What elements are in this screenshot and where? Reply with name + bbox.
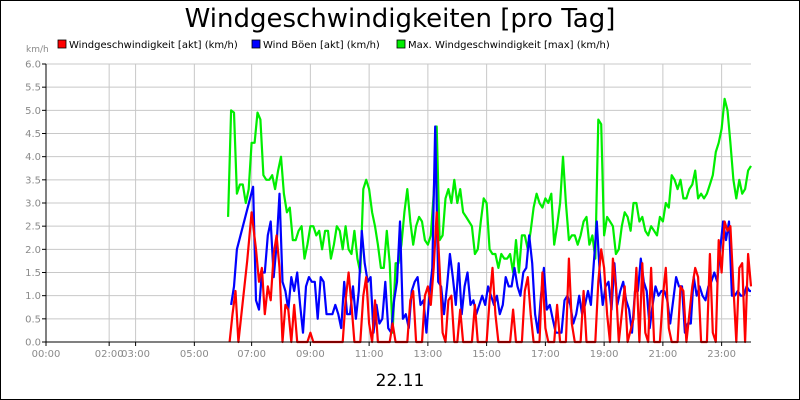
y-tick-label: 0.5 xyxy=(25,314,41,325)
y-axis-unit-label: km/h xyxy=(26,45,49,55)
series-line-0 xyxy=(228,211,753,344)
grid-lines xyxy=(45,63,751,343)
x-tick-label: 19:00 xyxy=(590,349,619,360)
y-axis-ticks: 0.0 0.5 1.0 1.5 2.0 2.5 3.0 3.5 4.0 4.5 5.0 5.5 6.0 xyxy=(25,60,46,349)
legend-swatch xyxy=(57,39,67,49)
date-label: 22.11 xyxy=(376,371,425,391)
x-tick-label: 17:00 xyxy=(531,349,560,360)
y-tick-label: 4.5 xyxy=(25,129,41,140)
x-tick-label: 03:00 xyxy=(121,349,150,360)
x-tick-label: 02:00 xyxy=(95,349,124,360)
y-tick-label: 1.0 xyxy=(25,291,41,302)
x-tick-label: 07:00 xyxy=(237,349,266,360)
legend-item-2: Max. Windgeschwindigkeit [max] (km/h) xyxy=(396,39,610,51)
y-tick-label: 5.5 xyxy=(25,83,41,94)
y-tick-label: 3.5 xyxy=(25,175,41,186)
x-tick-label: 13:00 xyxy=(413,349,442,360)
series-lines xyxy=(227,97,753,344)
y-tick-label: 6.0 xyxy=(25,60,41,71)
x-tick-label: 23:00 xyxy=(707,349,736,360)
y-tick-label: 4.0 xyxy=(25,152,41,163)
legend-swatch xyxy=(251,39,261,49)
legend-item-0: Windgeschwindigkeit [akt] (km/h) xyxy=(57,39,238,51)
legend-label: Wind Böen [akt] (km/h) xyxy=(263,40,380,51)
legend-item-1: Wind Böen [akt] (km/h) xyxy=(251,39,380,51)
y-tick-label: 2.5 xyxy=(25,222,41,233)
chart-title: Windgeschwindigkeiten [pro Tag] xyxy=(185,4,616,34)
y-tick-label: 2.0 xyxy=(25,245,41,256)
y-tick-label: 1.5 xyxy=(25,268,41,279)
legend: Windgeschwindigkeit [akt] (km/h) Wind Böe… xyxy=(57,39,610,51)
y-tick-label: 5.0 xyxy=(25,106,41,117)
x-tick-label: 05:00 xyxy=(180,349,209,360)
legend-swatch xyxy=(396,39,406,49)
y-tick-label: 3.0 xyxy=(25,199,41,210)
x-tick-label: 15:00 xyxy=(472,349,501,360)
x-tick-label: 21:00 xyxy=(648,349,677,360)
legend-label: Windgeschwindigkeit [akt] (km/h) xyxy=(69,40,238,51)
x-tick-label: 11:00 xyxy=(355,349,384,360)
y-tick-label: 0.0 xyxy=(25,338,41,349)
x-tick-label: 09:00 xyxy=(296,349,325,360)
series-line-2 xyxy=(227,97,752,334)
x-tick-label: 00:00 xyxy=(32,349,61,360)
legend-label: Max. Windgeschwindigkeit [max] (km/h) xyxy=(408,40,610,51)
